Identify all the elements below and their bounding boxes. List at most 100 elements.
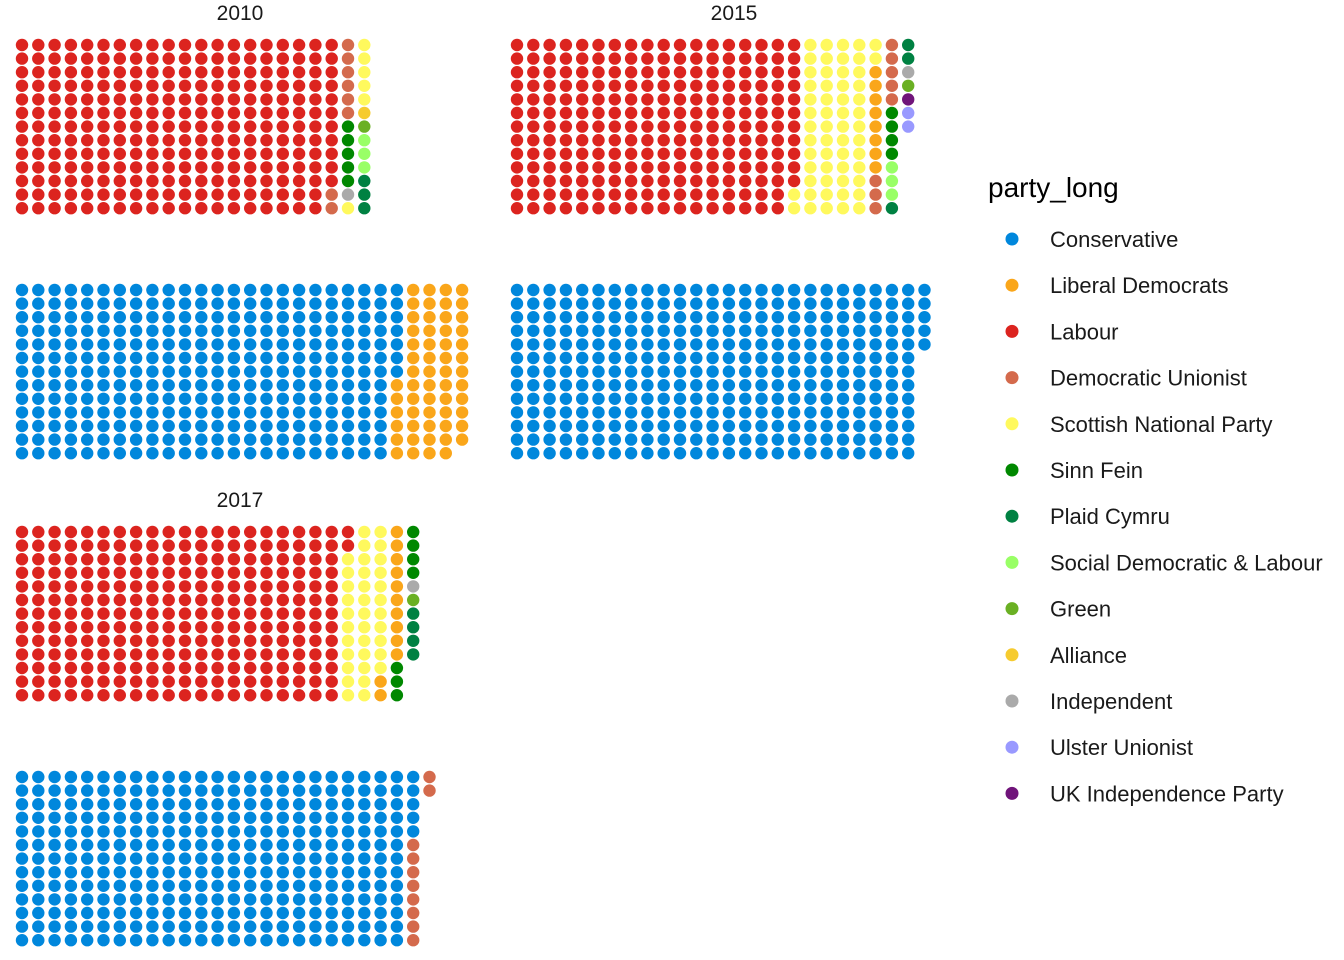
legend-label: Labour	[1050, 319, 1119, 344]
seat-dot	[227, 297, 241, 310]
seat-dot	[853, 433, 866, 446]
seat-dot	[178, 906, 192, 920]
seat-dot	[97, 392, 110, 405]
seat-dot	[129, 66, 143, 79]
seat-dot	[374, 675, 387, 688]
seat-dot	[820, 120, 833, 133]
seat-dot	[309, 338, 322, 351]
seat-dot	[178, 106, 192, 120]
seat-dot	[32, 920, 45, 933]
seat-dot	[358, 838, 371, 852]
seat-dot	[787, 311, 801, 324]
seat-dot	[608, 79, 621, 93]
seat-dot	[195, 553, 208, 566]
seat-dot	[260, 283, 273, 297]
seat-dot	[358, 852, 371, 865]
seat-dot	[178, 661, 192, 675]
seat-dot	[739, 147, 752, 160]
seat-dot	[244, 311, 257, 324]
seat-dot	[64, 866, 78, 879]
seat-dot	[423, 433, 436, 446]
seat-dot	[81, 406, 94, 419]
seat-dot	[771, 311, 784, 324]
seat-dot	[804, 433, 817, 446]
seat-dot	[48, 79, 61, 93]
seat-dot	[543, 419, 556, 433]
seat-dot	[657, 38, 670, 52]
seat-dot	[97, 283, 110, 297]
seat-dot	[787, 351, 801, 365]
seat-dot	[211, 106, 224, 120]
seat-dot	[804, 338, 817, 351]
seat-dot	[129, 661, 143, 675]
seat-dot	[244, 525, 257, 539]
seat-dot	[32, 311, 45, 324]
seat-dot	[195, 784, 208, 797]
seat-dot	[162, 580, 175, 593]
seat-dot	[325, 433, 338, 446]
seat-dot	[390, 580, 404, 593]
seat-dot	[358, 798, 371, 811]
seat-dot	[244, 879, 257, 892]
seat-dot	[276, 406, 289, 419]
seat-dot	[771, 419, 784, 433]
seat-dot	[211, 553, 224, 566]
seat-dot	[309, 52, 322, 65]
seat-dot	[608, 311, 621, 324]
seat-dot	[902, 365, 915, 378]
seat-dot	[374, 893, 387, 906]
seat-dot	[146, 607, 159, 620]
seat-dot	[113, 106, 127, 120]
seat-dot	[113, 447, 127, 460]
seat-dot	[178, 566, 192, 579]
seat-dot	[211, 879, 224, 892]
seat-dot	[439, 311, 452, 324]
seat-dot	[195, 338, 208, 351]
seat-dot	[64, 621, 78, 634]
seat-dot	[374, 689, 387, 702]
seat-dot	[81, 66, 94, 79]
seat-dot	[902, 106, 915, 120]
seat-dot	[407, 324, 420, 337]
seat-dot	[624, 447, 638, 460]
seat-dot	[706, 392, 719, 405]
seat-dot	[592, 188, 605, 201]
seat-dot	[276, 593, 289, 607]
seat-dot	[260, 525, 273, 539]
seat-dot	[918, 338, 931, 351]
seat-dot	[673, 297, 687, 310]
seat-dot	[853, 406, 866, 419]
seat-dot	[592, 174, 605, 188]
seat-dot	[608, 188, 621, 201]
seat-dot	[657, 66, 670, 79]
seat-dot	[608, 365, 621, 378]
seat-dot	[836, 134, 850, 147]
seat-dot	[178, 866, 192, 879]
seat-dot	[195, 906, 208, 920]
seat-dot	[178, 66, 192, 79]
seat-dot	[374, 879, 387, 892]
seat-dot	[129, 525, 143, 539]
seat-dot	[292, 634, 306, 647]
seat-dot	[276, 770, 289, 784]
seat-dot	[227, 406, 241, 419]
seat-dot	[543, 406, 556, 419]
seat-dot	[722, 174, 736, 188]
seat-dot	[673, 324, 687, 337]
seat-dot	[146, 580, 159, 593]
seat-dot	[918, 297, 931, 310]
seat-dot	[755, 392, 768, 405]
seat-dot	[276, 433, 289, 446]
seat-dot	[195, 202, 208, 215]
seat-dot	[195, 852, 208, 865]
seat-dot	[820, 202, 833, 215]
seat-dot	[690, 297, 703, 310]
seat-dot	[673, 379, 687, 392]
seat-dot	[129, 106, 143, 120]
seat-dot	[439, 433, 452, 446]
seat-dot	[690, 311, 703, 324]
seat-dot	[129, 379, 143, 392]
seat-dot	[146, 365, 159, 378]
seat-dot	[869, 134, 882, 147]
